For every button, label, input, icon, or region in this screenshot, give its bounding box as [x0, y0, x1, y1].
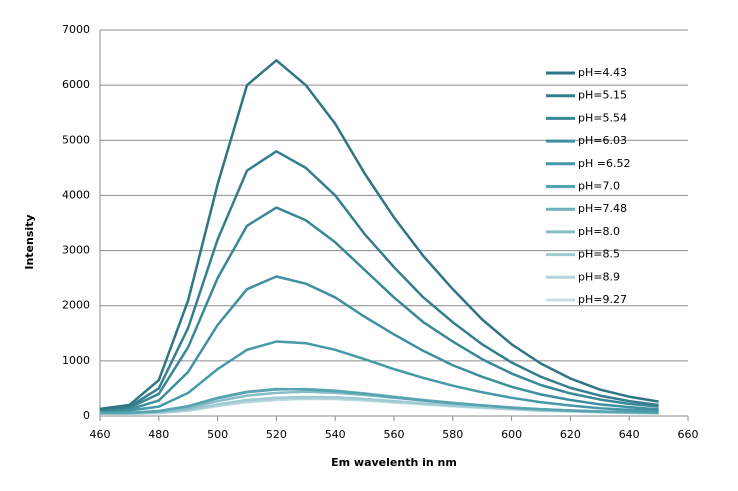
- y-tick-label: 3000: [62, 244, 90, 257]
- legend-label: pH=5.15: [578, 89, 627, 102]
- legend-label: pH =6.52: [578, 157, 630, 170]
- legend-label: pH=5.54: [578, 111, 627, 124]
- series-line: [99, 150, 659, 411]
- x-tick-label: 620: [560, 428, 581, 441]
- y-tick-label: 7000: [62, 23, 90, 36]
- x-tick-label: 600: [501, 428, 522, 441]
- x-tick-label: 640: [619, 428, 640, 441]
- series-line: [99, 206, 659, 412]
- y-tick-label: 2000: [62, 299, 90, 312]
- series-line: [100, 387, 659, 414]
- y-tick-label: 6000: [62, 78, 90, 91]
- x-tick-label: 460: [90, 428, 111, 441]
- legend-label: pH=9.27: [578, 293, 627, 306]
- y-tick-label: 5000: [62, 133, 90, 146]
- series-line: [99, 275, 659, 412]
- x-tick-label: 660: [678, 428, 699, 441]
- legend-label: pH=4.43: [578, 66, 627, 79]
- legend-label: pH=8.5: [578, 248, 620, 261]
- y-tick-label: 1000: [62, 354, 90, 367]
- y-tick-label: 0: [83, 409, 90, 422]
- legend-label: pH=8.0: [578, 225, 620, 238]
- legend-label: pH=7.0: [578, 180, 620, 193]
- x-tick-label: 580: [442, 428, 463, 441]
- legend-label: pH=8.9: [578, 270, 620, 283]
- x-tick-label: 480: [148, 428, 169, 441]
- x-tick-label: 520: [266, 428, 287, 441]
- legend-label: pH=7.48: [578, 202, 627, 215]
- x-tick-label: 500: [207, 428, 228, 441]
- x-tick-label: 540: [325, 428, 346, 441]
- x-axis-label: Em wavelenth in nm: [331, 456, 457, 469]
- y-tick-label: 4000: [62, 188, 90, 201]
- y-axis-label: Intensity: [23, 214, 36, 269]
- x-tick-label: 560: [384, 428, 405, 441]
- series-line: [99, 340, 659, 413]
- legend-label: pH=6.03: [578, 134, 627, 147]
- series-line: [99, 59, 659, 411]
